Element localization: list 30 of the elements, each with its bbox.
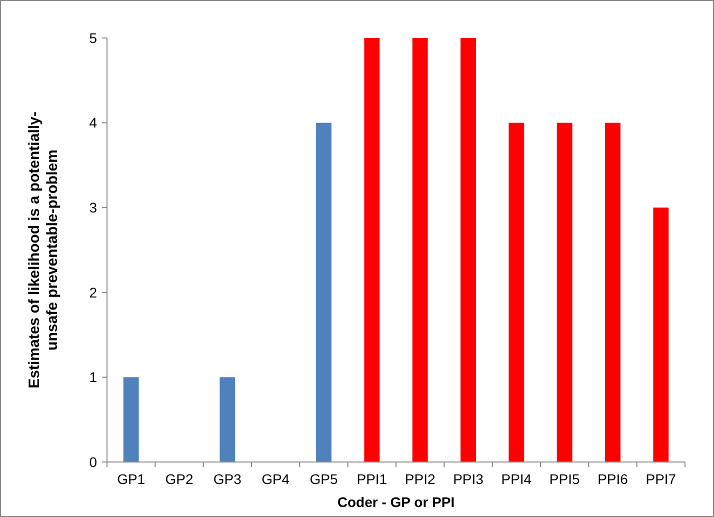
y-tick-label: 4 [89,114,98,131]
bar [653,208,669,462]
bar [220,377,236,462]
x-tick-label: GP4 [262,471,290,487]
x-tick-label: PPI2 [404,471,436,487]
x-tick-label: PPI6 [598,471,628,487]
bar [556,122,572,462]
y-axis-title: Estimates of likelihood is a potentially-unsafe preventable-problem [26,112,61,388]
x-tick-label: GP3 [213,471,242,487]
x-tick-label: GP1 [117,471,146,487]
x-tick-label: PPI7 [646,471,676,487]
bar [460,38,476,462]
x-tick-label: GP2 [165,471,194,487]
y-tick-label: 5 [89,30,98,46]
bar [508,122,524,462]
x-tick-label: PPI5 [549,471,580,487]
y-tick-label: 1 [89,369,98,386]
y-tick-label: 3 [89,200,98,216]
y-tick-label: 0 [89,454,98,470]
x-tick-label: GP5 [310,471,338,487]
bar [316,122,332,462]
bar [412,38,428,462]
bar [364,38,380,462]
y-tick-label: 2 [89,284,98,300]
x-axis-title: Coder - GP or PPI [337,494,455,510]
x-tick-label: PPI4 [501,471,532,487]
bar [605,122,620,462]
x-tick-label: PPI1 [356,471,388,487]
bar [123,377,139,462]
x-tick-label: PPI3 [453,471,484,487]
